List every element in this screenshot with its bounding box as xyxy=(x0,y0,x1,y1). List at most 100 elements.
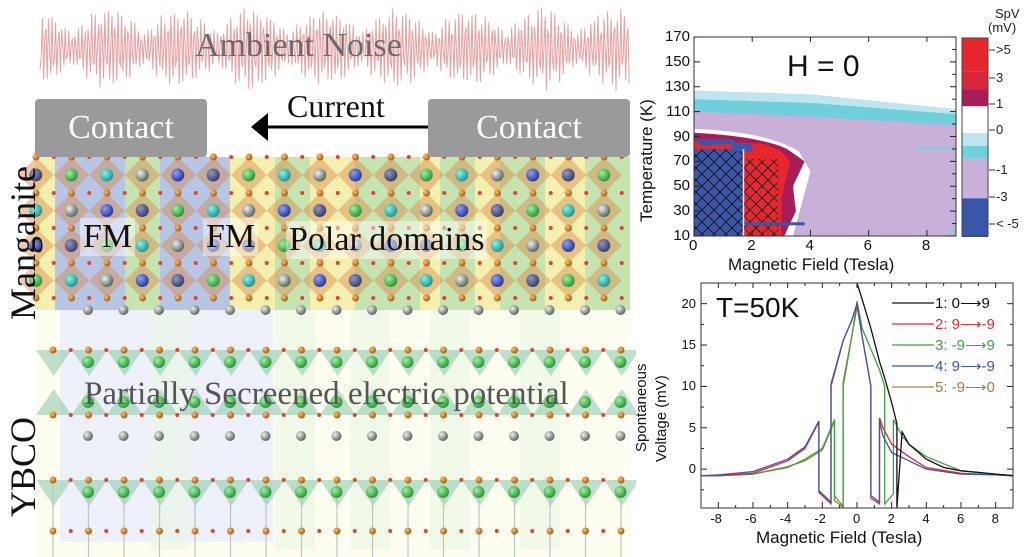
cu-atom xyxy=(475,346,483,354)
mn-site-atom xyxy=(245,189,253,197)
mn-site-atom xyxy=(229,226,234,230)
hm-cyan-streak xyxy=(816,240,956,242)
y-atom xyxy=(472,356,485,368)
legend-entry-5: 5: -9⟶0 xyxy=(935,379,995,396)
a-site-atom xyxy=(561,274,575,287)
y-atom xyxy=(543,486,556,498)
ambient-noise-label: Ambient Noise xyxy=(195,27,402,64)
a-site-atom xyxy=(526,204,540,217)
a-site-atom xyxy=(490,168,504,182)
ba-atom xyxy=(580,305,590,315)
mn-site-atom xyxy=(103,294,111,302)
ba-atom xyxy=(473,305,484,315)
a-site-atom xyxy=(277,274,291,287)
mn-site-atom xyxy=(245,294,253,302)
y-atom xyxy=(117,396,130,408)
y-atom xyxy=(82,396,94,408)
cu-atom xyxy=(227,346,234,354)
a-site-atom xyxy=(29,204,43,217)
mn-site-atom xyxy=(193,296,198,300)
mn-site-atom xyxy=(51,261,56,265)
a-site-atom xyxy=(455,204,469,217)
y-atom xyxy=(188,356,201,368)
mn-site-atom xyxy=(245,259,253,267)
cu-atom xyxy=(68,348,73,352)
fm-label-1: FM xyxy=(80,218,136,256)
ba-atom xyxy=(615,305,626,315)
ba-atom xyxy=(509,305,519,315)
mn-site-atom xyxy=(281,294,288,302)
a-site-atom xyxy=(135,168,149,182)
cu-atom xyxy=(617,411,625,419)
cu-atom xyxy=(210,529,215,533)
mn-site-atom xyxy=(300,261,305,265)
a-site-atom xyxy=(455,274,469,287)
mn-site-atom xyxy=(210,189,217,197)
v-xtick-label: 2 xyxy=(887,511,895,526)
mn-site-atom xyxy=(600,224,608,232)
ba-atom xyxy=(83,305,93,315)
cu-atom xyxy=(281,529,286,533)
y-atom xyxy=(508,356,520,368)
ba-atom xyxy=(331,305,342,315)
y-atom xyxy=(472,486,485,498)
cu-atom xyxy=(227,411,234,419)
mn-site-atom xyxy=(245,153,253,161)
cu-atom xyxy=(49,527,57,535)
mn-site-atom xyxy=(387,224,395,232)
mn-site-atom xyxy=(51,191,56,195)
mn-site-atom xyxy=(406,261,411,265)
hm-light-cyan-band xyxy=(694,90,956,130)
v-xtick-label: 8 xyxy=(991,511,999,526)
mn-site-atom xyxy=(442,296,447,300)
ybco-label: YBCO xyxy=(3,416,43,517)
cu-atom xyxy=(617,527,625,535)
mn-site-atom xyxy=(139,294,146,302)
mn-site-atom xyxy=(87,261,92,265)
y-atom xyxy=(188,396,201,408)
hm-ytick-label: 90 xyxy=(673,127,690,145)
cu-atom xyxy=(298,346,305,354)
mn-site-atom xyxy=(548,226,553,230)
cu-atom xyxy=(156,346,163,354)
cu-atom xyxy=(459,413,464,417)
colorbar-band xyxy=(962,38,988,72)
cu-atom xyxy=(120,476,128,484)
mn-site-atom xyxy=(139,189,146,197)
a-site-atom xyxy=(313,204,327,217)
legend-entry-1: 1: 0⟶9 xyxy=(935,295,990,312)
y-atom xyxy=(437,396,449,408)
current-arrow-icon xyxy=(251,113,432,141)
ba-atom xyxy=(296,431,306,441)
mn-site-atom xyxy=(458,224,466,232)
cu-atom xyxy=(246,413,251,417)
colorbar-band xyxy=(962,106,988,134)
mn-site-atom xyxy=(264,155,269,159)
mn-site-atom xyxy=(442,191,447,195)
hm-ytick-label: 50 xyxy=(673,177,690,195)
mn-site-atom xyxy=(600,259,608,267)
cu-atom xyxy=(139,413,144,417)
heatmap-ylabel: Temperature (K) xyxy=(637,99,656,222)
y-atom xyxy=(82,356,94,368)
hm-xtick-label: 4 xyxy=(805,237,814,254)
mn-site-atom xyxy=(32,224,40,232)
ba-atom xyxy=(118,305,129,315)
mn-site-atom xyxy=(619,296,624,300)
mn-site-atom xyxy=(584,226,589,230)
y-atom xyxy=(508,396,520,408)
a-site-atom xyxy=(597,204,611,217)
cu-atom xyxy=(459,529,464,533)
cu-atom xyxy=(404,527,412,535)
cu-atom xyxy=(246,529,251,533)
a-site-atom xyxy=(455,168,469,182)
a-site-atom xyxy=(100,204,114,217)
a-site-atom xyxy=(419,239,433,252)
cu-atom xyxy=(104,529,109,533)
cu-atom xyxy=(317,348,322,352)
mn-site-atom xyxy=(335,226,340,230)
cu-atom xyxy=(68,478,73,482)
cu-atom xyxy=(565,529,570,533)
cu-atom xyxy=(191,527,199,535)
a-site-atom xyxy=(206,274,220,287)
